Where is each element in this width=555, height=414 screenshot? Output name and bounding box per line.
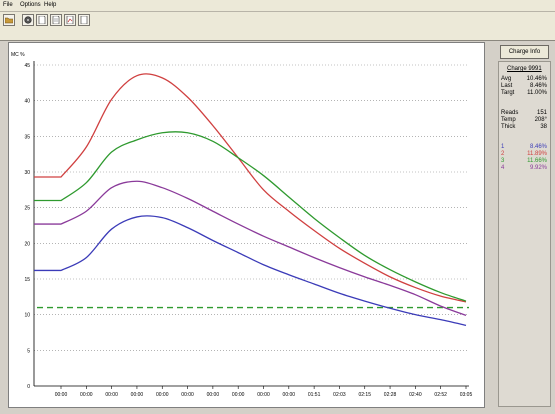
- y-tick-label: 5: [27, 348, 30, 354]
- toolbar: [0, 12, 555, 41]
- y-tick-label: 10: [24, 313, 30, 319]
- charge-info-box: [498, 61, 551, 407]
- chart-panel: MC % 0 5 10 15 20 25 30 35 40 45 00:00 00:00 00:00 00:…: [8, 42, 485, 408]
- charge-info-button[interactable]: Charge Info: [500, 45, 549, 59]
- x-tick-label: 02:28: [384, 392, 397, 398]
- menu-help[interactable]: Help: [44, 2, 57, 8]
- y-tick-label: 45: [24, 63, 30, 69]
- open-icon: [5, 17, 13, 24]
- x-tick-label: 00:00: [207, 392, 220, 398]
- series-line-4: [34, 215, 467, 327]
- x-tick-label: 00:00: [181, 392, 194, 398]
- y-tick-label: 20: [24, 241, 30, 247]
- chart-icon: [66, 16, 74, 24]
- y-axis-label: MC %: [11, 52, 25, 58]
- charge-title: Charge 9991: [507, 66, 542, 72]
- page-icon: [52, 16, 60, 24]
- y-tick-label: 0: [27, 384, 30, 390]
- moisture-chart: MC % 0 5 10 15 20 25 30 35 40 45 00:00 00:00 00:00 00:…: [11, 52, 473, 398]
- page-button-1[interactable]: [36, 14, 48, 26]
- x-tick-label: 00:00: [283, 392, 296, 398]
- menu-bar: File Options Help: [0, 0, 555, 12]
- page-icon: [38, 16, 46, 24]
- x-tick-label: 03:05: [460, 392, 473, 398]
- x-tick-label: 00:00: [257, 392, 270, 398]
- y-tick-label: 30: [24, 170, 30, 176]
- x-tick-label: 02:40: [409, 392, 422, 398]
- x-tick-label: 00:00: [131, 392, 144, 398]
- x-tick-label: 00:00: [156, 392, 169, 398]
- x-tick-label: 00:00: [105, 392, 118, 398]
- x-tick-label: 02:03: [333, 392, 346, 398]
- open-button[interactable]: [3, 14, 15, 26]
- x-tick-label: 00:00: [55, 392, 68, 398]
- x-tick-label: 02:52: [434, 392, 447, 398]
- blank-page-icon: [80, 16, 88, 24]
- y-tick-label: 15: [24, 277, 30, 283]
- menu-file[interactable]: File: [3, 2, 13, 8]
- x-tick-label: 00:00: [80, 392, 93, 398]
- x-tick-label: 00:00: [232, 392, 245, 398]
- chart-button[interactable]: [64, 14, 76, 26]
- menu-options[interactable]: Options: [20, 2, 41, 8]
- series-line-3: [34, 180, 467, 316]
- save-button[interactable]: [22, 14, 34, 26]
- page-button-2[interactable]: [50, 14, 62, 26]
- series-line-2: [34, 131, 467, 302]
- disk-icon: [24, 16, 32, 24]
- blank-page-button[interactable]: [78, 14, 90, 26]
- y-tick-label: 35: [24, 134, 30, 140]
- y-tick-label: 25: [24, 206, 30, 212]
- y-tick-label: 40: [24, 99, 30, 105]
- series-line-1: [34, 73, 467, 303]
- x-tick-label: 01:51: [308, 392, 321, 398]
- x-tick-label: 02:15: [358, 392, 371, 398]
